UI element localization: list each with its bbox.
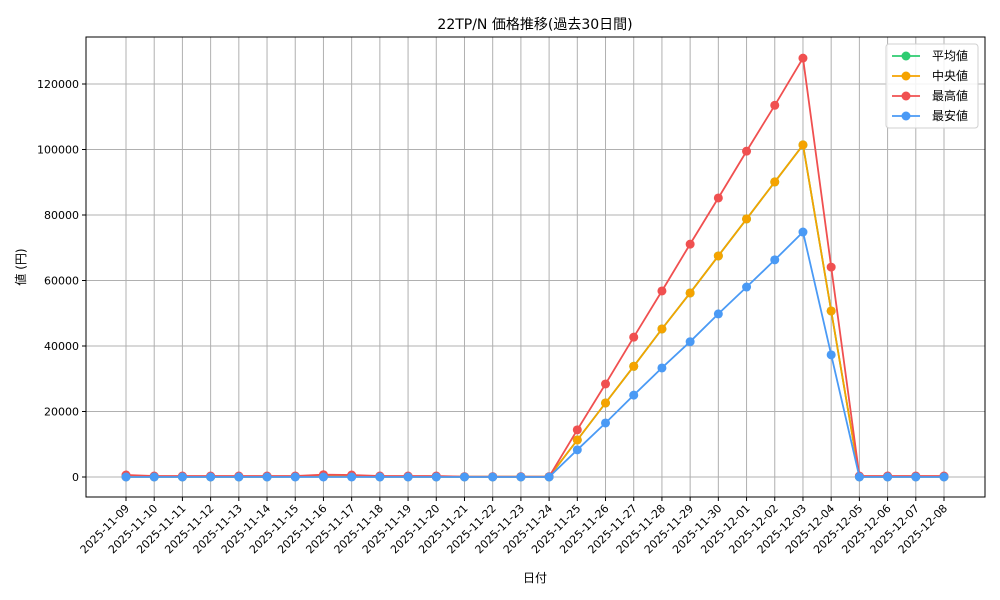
y-tick-label: 0 bbox=[72, 471, 79, 484]
data-point bbox=[629, 332, 639, 342]
data-point bbox=[431, 472, 441, 482]
data-point bbox=[657, 363, 667, 373]
grid-lines bbox=[86, 37, 985, 497]
data-point bbox=[742, 146, 752, 156]
data-point bbox=[826, 262, 836, 272]
chart-title: 22TP/N 価格推移(過去30日間) bbox=[437, 17, 632, 33]
data-point bbox=[572, 435, 582, 445]
data-point bbox=[318, 472, 328, 482]
legend-marker bbox=[901, 91, 911, 101]
series-lines bbox=[121, 53, 949, 482]
series-中央値 bbox=[121, 140, 949, 482]
data-point bbox=[459, 472, 469, 482]
data-point bbox=[177, 472, 187, 482]
data-point bbox=[713, 251, 723, 261]
data-point bbox=[685, 239, 695, 249]
data-point bbox=[601, 418, 611, 428]
series-平均値 bbox=[121, 140, 949, 482]
y-tick-label: 40000 bbox=[44, 340, 79, 353]
data-point bbox=[770, 177, 780, 187]
plot-frame bbox=[85, 36, 986, 498]
data-point bbox=[601, 398, 611, 408]
data-point bbox=[911, 472, 921, 482]
y-axis-label: 値 (円) bbox=[13, 248, 28, 285]
data-point bbox=[685, 288, 695, 298]
legend-label: 中央値 bbox=[932, 68, 968, 83]
data-point bbox=[770, 255, 780, 265]
data-point bbox=[601, 379, 611, 389]
data-point bbox=[657, 286, 667, 296]
data-point bbox=[629, 361, 639, 371]
data-point bbox=[883, 472, 893, 482]
x-axis-label: 日付 bbox=[523, 571, 547, 585]
legend-marker bbox=[901, 111, 911, 121]
data-point bbox=[572, 445, 582, 455]
data-point bbox=[572, 425, 582, 435]
data-point bbox=[826, 350, 836, 360]
data-point bbox=[685, 337, 695, 347]
data-point bbox=[629, 390, 639, 400]
data-point bbox=[657, 324, 667, 334]
data-point bbox=[939, 472, 949, 482]
data-point bbox=[798, 140, 808, 150]
data-point bbox=[347, 472, 357, 482]
y-tick-label: 20000 bbox=[44, 406, 79, 419]
legend-marker bbox=[901, 51, 911, 61]
y-tick-label: 80000 bbox=[44, 209, 79, 222]
data-point bbox=[854, 472, 864, 482]
data-point bbox=[121, 472, 131, 482]
y-axis-ticks: 0 20000 40000 60000 80000 100000 120000 bbox=[37, 78, 86, 484]
data-point bbox=[544, 472, 554, 482]
data-point bbox=[403, 472, 413, 482]
legend-box bbox=[885, 43, 979, 129]
data-point bbox=[713, 193, 723, 203]
data-point bbox=[206, 472, 216, 482]
series-line bbox=[125, 55, 944, 478]
data-point bbox=[488, 472, 498, 482]
data-point bbox=[742, 282, 752, 292]
data-point bbox=[713, 309, 723, 319]
series-最安値 bbox=[121, 227, 949, 482]
legend-label: 最高値 bbox=[932, 88, 968, 103]
data-point bbox=[770, 100, 780, 110]
data-point bbox=[290, 472, 300, 482]
series-line bbox=[126, 230, 944, 478]
y-tick-label: 60000 bbox=[44, 275, 79, 288]
x-axis-ticks: 2025-11-092025-11-102025-11-112025-11-12… bbox=[78, 497, 950, 556]
legend-label: 平均値 bbox=[932, 48, 968, 63]
data-point bbox=[149, 472, 159, 482]
data-point bbox=[262, 472, 272, 482]
data-point bbox=[234, 472, 244, 482]
data-point bbox=[798, 227, 808, 237]
y-tick-label: 120000 bbox=[37, 78, 79, 91]
data-point bbox=[375, 472, 385, 482]
y-tick-label: 100000 bbox=[37, 144, 79, 157]
data-point bbox=[516, 472, 526, 482]
legend-label: 最安値 bbox=[932, 108, 968, 123]
data-point bbox=[798, 53, 808, 63]
data-point bbox=[742, 214, 752, 224]
data-point bbox=[826, 306, 836, 316]
legend-marker bbox=[901, 71, 911, 81]
